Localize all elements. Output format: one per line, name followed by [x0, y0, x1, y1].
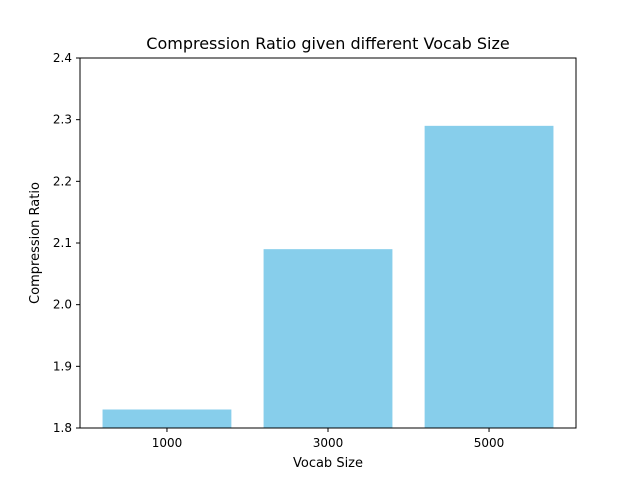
x-tick-label: 3000 [313, 436, 344, 450]
y-tick-label: 2.3 [53, 113, 72, 127]
bars-group [102, 125, 554, 428]
bar-3000 [263, 249, 393, 428]
plot-frame [79, 57, 577, 429]
x-tick-label: 1000 [152, 436, 183, 450]
bar-5000 [424, 125, 554, 428]
x-tick-label: 5000 [474, 436, 505, 450]
y-axis-label: Compression Ratio [28, 182, 43, 304]
bar-1000 [102, 409, 232, 428]
y-tick-label: 2.1 [53, 236, 72, 250]
y-ticks-group: 1.8 1.9 2.0 2.1 2.2 2.3 2.4 [53, 51, 80, 435]
x-ticks-group: 1000 3000 5000 [152, 428, 505, 450]
y-tick-label: 2.2 [53, 174, 72, 188]
y-tick-label: 1.8 [53, 421, 72, 435]
y-tick-label: 2.4 [53, 51, 72, 65]
chart-title: Compression Ratio given different Vocab … [146, 34, 509, 53]
y-tick-label: 2.0 [53, 298, 72, 312]
x-axis-label: Vocab Size [293, 456, 363, 471]
y-tick-label: 1.9 [53, 359, 72, 373]
